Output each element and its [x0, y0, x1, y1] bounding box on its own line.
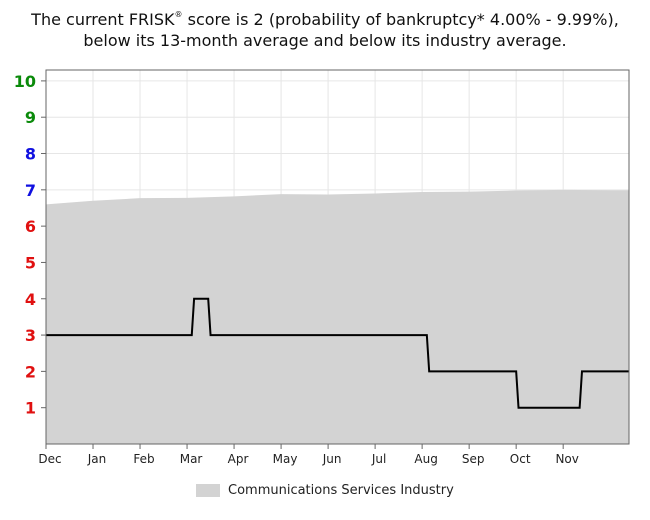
x-tick-label: Jul: [371, 452, 386, 466]
y-tick-label: 3: [25, 326, 36, 345]
y-tick-label: 2: [25, 362, 36, 381]
x-tick-label: Apr: [228, 452, 249, 466]
y-tick-label: 4: [25, 290, 36, 309]
legend: Communications Services Industry: [196, 482, 454, 498]
legend-swatch-industry: [196, 483, 220, 497]
x-tick-label: Mar: [180, 452, 203, 466]
x-tick-label: Jan: [87, 452, 107, 466]
x-tick-label: Feb: [133, 452, 154, 466]
title-line-1: The current FRISK® score is 2 (probabili…: [0, 4, 650, 30]
y-tick-label: 1: [25, 399, 36, 418]
chart-title: The current FRISK® score is 2 (probabili…: [0, 4, 650, 51]
plot-frame: [45, 69, 630, 445]
x-tick-label: May: [273, 452, 298, 466]
title-line-1-rest: score is 2 (probability of bankruptcy* 4…: [182, 10, 619, 29]
y-tick-label: 7: [25, 181, 36, 200]
x-tick-label: Jun: [322, 452, 342, 466]
x-tick-label: Nov: [555, 452, 578, 466]
y-tick-label: 6: [25, 217, 36, 236]
y-tick-label: 8: [25, 145, 36, 164]
y-axis: 1 2 3 4 5 6 7 8 9 10: [14, 72, 46, 418]
legend-label-industry: Communications Services Industry: [228, 482, 454, 498]
x-axis: Dec Jan Feb Mar Apr May Jun Jul Aug Sep Oct Nov: [38, 444, 579, 466]
industry-area: [46, 189, 629, 444]
x-tick-label: Dec: [38, 452, 61, 466]
frisk-score-line: [46, 297, 629, 409]
title-line-2: below its 13-month average and below its…: [83, 31, 567, 50]
y-tick-label: 9: [25, 108, 36, 127]
x-tick-label: Aug: [414, 452, 437, 466]
registered-mark: ®: [174, 10, 183, 19]
y-tick-label: 5: [25, 253, 36, 272]
x-tick-label: Sep: [462, 452, 485, 466]
y-tick-label: 10: [14, 72, 36, 91]
x-tick-label: Oct: [510, 452, 531, 466]
title-line-1-prefix: The current FRISK: [31, 10, 175, 29]
